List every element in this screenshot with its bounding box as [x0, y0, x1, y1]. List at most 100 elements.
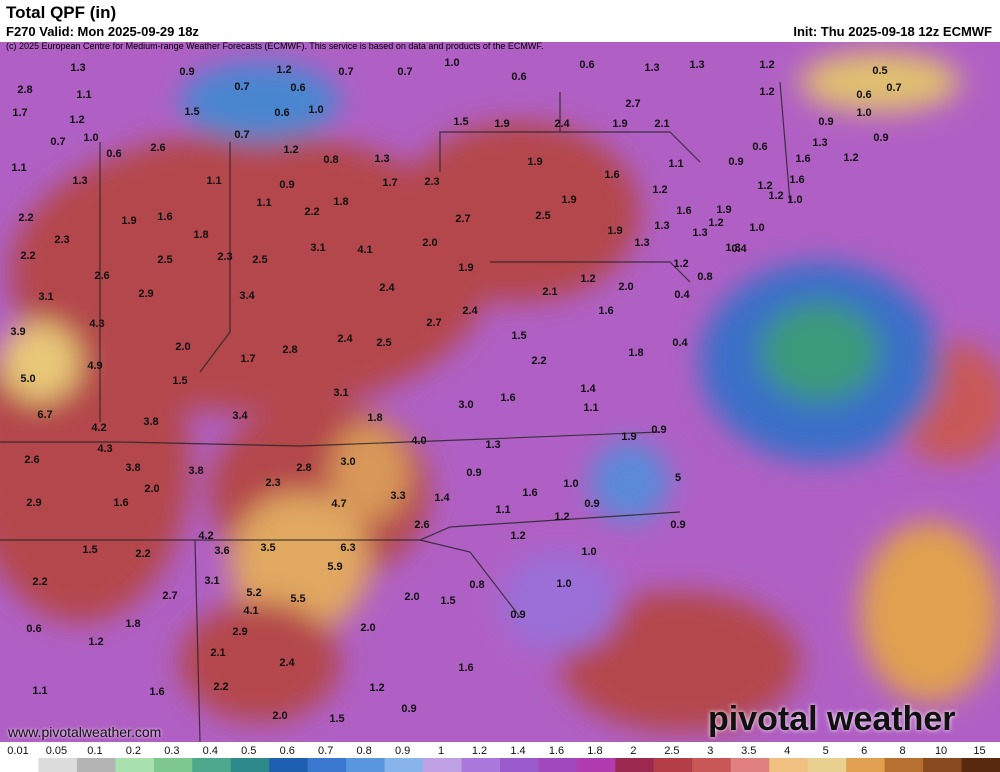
colorbar-label: 0.7 [318, 745, 333, 757]
map-label: 1.9 [612, 118, 627, 130]
map-label: 0.9 [873, 132, 888, 144]
map-label: 0.9 [818, 116, 833, 128]
map-label: 0.7 [50, 136, 65, 148]
map-label: 1.3 [485, 439, 500, 451]
map-label: 1.0 [308, 104, 323, 116]
map-label: 1.9 [561, 194, 576, 206]
map-label: 1.1 [256, 197, 271, 209]
map-label: 1.3 [70, 62, 85, 74]
map-label: 1.2 [759, 59, 774, 71]
credit: (c) 2025 European Centre for Medium-rang… [6, 41, 544, 51]
map-label: 4.3 [89, 318, 104, 330]
colorbar-label: 1.6 [549, 745, 564, 757]
map-label: 1.0 [749, 222, 764, 234]
brand: pivotal weather [708, 700, 956, 738]
map-label: 1.2 [276, 64, 291, 76]
map-label: 0.7 [886, 82, 901, 94]
map-label: 1.3 [725, 242, 740, 254]
map-label: 3.1 [333, 387, 348, 399]
colorbar-cell [346, 758, 386, 772]
map-label: 2.9 [138, 288, 153, 300]
map-label: 2.4 [554, 118, 570, 130]
map-label: 1.4 [434, 492, 450, 504]
map-label: 1.6 [795, 153, 810, 165]
map-label: 1.2 [652, 184, 667, 196]
map-label: 0.9 [179, 66, 194, 78]
map-label: 0.7 [234, 129, 249, 141]
colorbar-label: 2.5 [664, 745, 679, 757]
map-label: 0.4 [672, 337, 688, 349]
map-label: 1.8 [193, 229, 208, 241]
map-label: 1.0 [563, 478, 578, 490]
map-label: 2.5 [252, 254, 267, 266]
map-label: 6.7 [37, 409, 52, 421]
map-label: 0.8 [323, 154, 338, 166]
valid-time: F270 Valid: Mon 2025-09-29 18z [6, 24, 199, 39]
map-label: 2.0 [618, 281, 633, 293]
colorbar-label: 1.2 [472, 745, 487, 757]
map-label: 0.6 [106, 148, 121, 160]
colorbar: 0.01 0.05 0.1 0.2 0.3 0.4 0.5 0.6 0.7 0.8 0.9 1 1.2 1… [0, 745, 1000, 772]
map-label: 0.9 [670, 519, 685, 531]
colorbar-cell [423, 758, 463, 772]
map-label: 1.5 [511, 330, 526, 342]
map-label: 2.9 [232, 626, 247, 638]
colorbar-cell [269, 758, 309, 772]
map-label: 0.6 [579, 59, 594, 71]
colorbar-cell [769, 758, 809, 772]
map-label: 2.7 [162, 590, 177, 602]
map-label: 2.7 [426, 317, 441, 329]
map-label: 1.7 [240, 353, 255, 365]
map-label: 1.5 [172, 375, 187, 387]
map-label: 2.9 [26, 497, 41, 509]
map-label: 1.6 [598, 305, 613, 317]
colorbar-cell [923, 758, 963, 772]
map-label: 2.6 [150, 142, 165, 154]
map-label: 0.6 [274, 107, 289, 119]
colorbar-label: 0.5 [241, 745, 256, 757]
map-label: 3.5 [260, 542, 275, 554]
map-label: 1.1 [583, 402, 598, 414]
map-label: 4.3 [97, 443, 112, 455]
map-label: 1.2 [69, 114, 84, 126]
map-label: 4.7 [331, 498, 346, 510]
map-label: 6.3 [340, 542, 355, 554]
map-label: 0.6 [290, 82, 305, 94]
colorbar-cell [307, 758, 347, 772]
colorbar-cell [846, 758, 886, 772]
map-label: 1.0 [83, 132, 98, 144]
map-label: 5.5 [290, 593, 305, 605]
map-label: 1.6 [604, 169, 619, 181]
map-label: 3.0 [458, 399, 473, 411]
map-label: 5.0 [20, 373, 35, 385]
map-label: 0.9 [584, 498, 599, 510]
map-label: 1.2 [708, 217, 723, 229]
colorbar-cell [884, 758, 924, 772]
map-label: 2.0 [360, 622, 375, 634]
map-label: 4.2 [91, 422, 106, 434]
colorbar-cell [76, 758, 116, 772]
map-label: 0.7 [234, 81, 249, 93]
map-label: 2.3 [217, 251, 232, 263]
colorbar-label: 0.8 [357, 745, 372, 757]
map-label: 1.6 [500, 392, 515, 404]
map-label: 1.2 [759, 86, 774, 98]
map-label: 1.3 [654, 220, 669, 232]
map-label: 4.1 [243, 605, 258, 617]
map-label: 2.0 [422, 237, 437, 249]
map-label: 3.8 [125, 462, 140, 474]
map-label: 3.1 [204, 575, 219, 587]
map-label: 1.5 [329, 713, 344, 725]
map: 1.3 0.9 1.2 0.7 0.71.00.60.6 1.3 1.3 1.2 0.52.8 1… [0, 42, 1000, 742]
colorbar-label: 3 [707, 745, 713, 757]
map-label: 1.7 [382, 177, 397, 189]
colorbar-label: 15 [973, 745, 985, 757]
map-label: 1.3 [689, 59, 704, 71]
map-label: 2.4 [279, 657, 295, 669]
map-label: 0.7 [338, 66, 353, 78]
colorbar-label: 5 [823, 745, 829, 757]
map-label: 4.9 [87, 360, 102, 372]
colorbar-cell [730, 758, 770, 772]
colorbar-cell [961, 758, 1000, 772]
map-label: 2.3 [265, 477, 280, 489]
